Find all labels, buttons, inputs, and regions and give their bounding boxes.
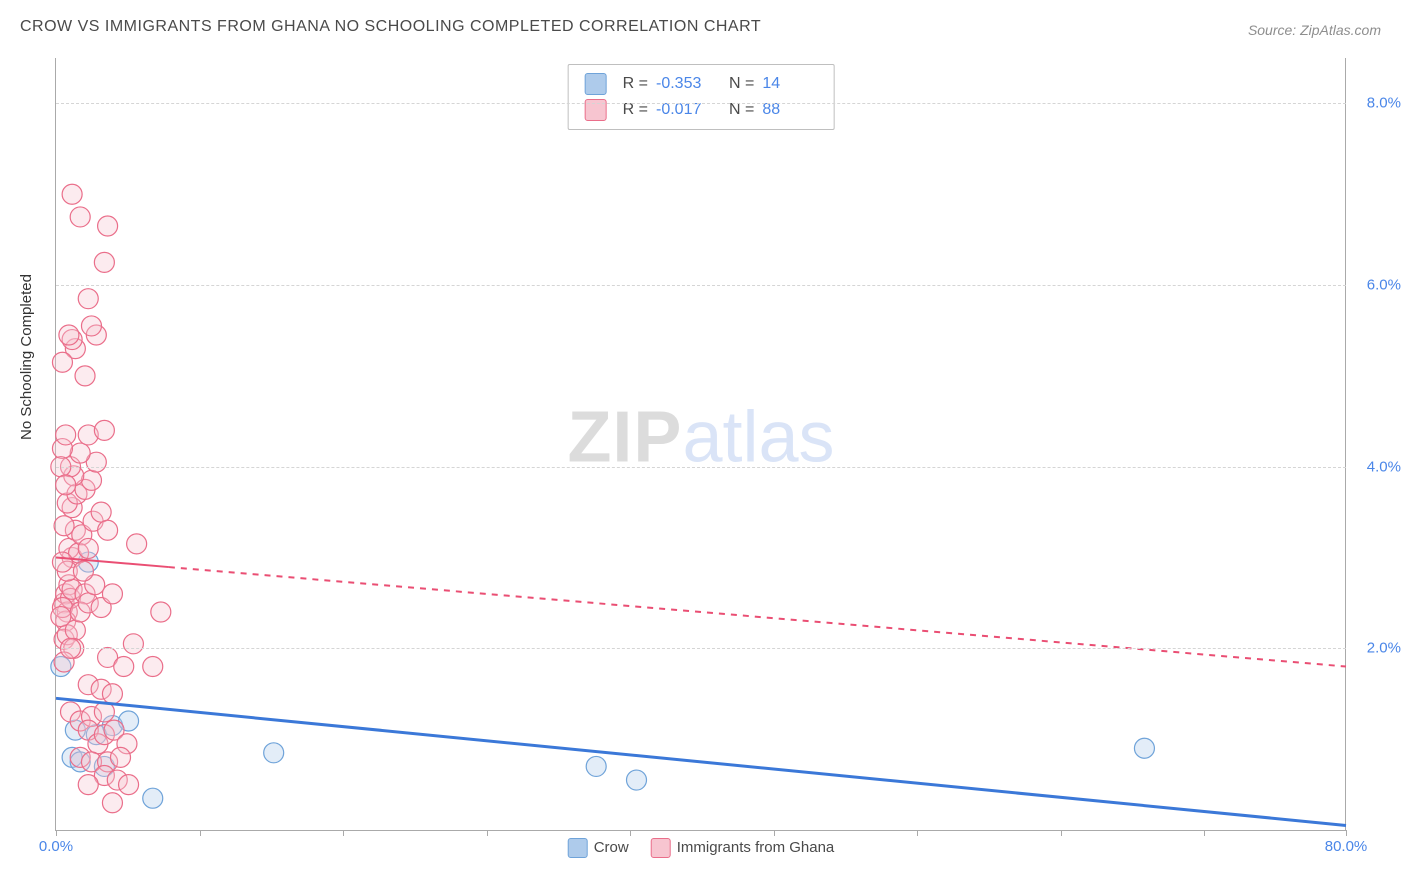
data-point: [114, 657, 134, 677]
data-point: [52, 552, 72, 572]
data-point: [627, 770, 647, 790]
gridline: [56, 467, 1346, 468]
data-point: [81, 316, 101, 336]
x-tick-label-right: 80.0%: [1325, 838, 1368, 855]
data-point: [70, 207, 90, 227]
data-point: [102, 684, 122, 704]
data-point: [52, 352, 72, 372]
x-tick-mark: [343, 830, 344, 836]
data-point: [59, 325, 79, 345]
x-tick-mark: [917, 830, 918, 836]
data-point: [119, 775, 139, 795]
y-tick-label: 4.0%: [1351, 458, 1401, 475]
x-tick-mark: [487, 830, 488, 836]
data-point: [98, 216, 118, 236]
data-point: [78, 775, 98, 795]
data-point: [264, 743, 284, 763]
data-point: [123, 634, 143, 654]
legend-marker-icon: [568, 838, 588, 858]
x-tick-mark: [1061, 830, 1062, 836]
chart-title: CROW VS IMMIGRANTS FROM GHANA NO SCHOOLI…: [20, 18, 761, 36]
data-point: [143, 657, 163, 677]
gridline: [56, 648, 1346, 649]
y-tick-label: 6.0%: [1351, 277, 1401, 294]
source-label: Source:: [1248, 22, 1300, 38]
data-point: [94, 420, 114, 440]
x-tick-mark: [630, 830, 631, 836]
chart-svg: [56, 58, 1346, 830]
data-point: [78, 289, 98, 309]
gridline: [56, 103, 1346, 104]
y-axis-label: No Schooling Completed: [18, 274, 35, 440]
data-point: [143, 788, 163, 808]
data-point: [56, 475, 76, 495]
data-point: [586, 756, 606, 776]
y-tick-label: 8.0%: [1351, 95, 1401, 112]
data-point: [54, 516, 74, 536]
x-tick-mark: [1346, 830, 1347, 836]
x-tick-mark: [774, 830, 775, 836]
data-point: [73, 561, 93, 581]
legend-marker-icon: [651, 838, 671, 858]
stats-legend-box: R = -0.353 N = 14 R = -0.017N = 88: [568, 64, 835, 130]
data-point: [75, 366, 95, 386]
stats-r-value: -0.353: [656, 75, 711, 93]
data-point: [151, 602, 171, 622]
x-tick-mark: [56, 830, 57, 836]
stats-marker-icon: [585, 73, 607, 95]
data-point: [1134, 738, 1154, 758]
data-point: [98, 520, 118, 540]
legend-label: Immigrants from Ghana: [677, 839, 835, 856]
legend-item: Immigrants from Ghana: [651, 838, 835, 858]
x-tick-mark: [1204, 830, 1205, 836]
source-attribution: Source: ZipAtlas.com: [1248, 22, 1381, 38]
stats-n-value: 14: [762, 75, 817, 93]
trend-line: [56, 698, 1346, 825]
data-point: [127, 534, 147, 554]
data-point: [70, 443, 90, 463]
source-link[interactable]: ZipAtlas.com: [1300, 22, 1381, 38]
trend-line-dashed: [169, 567, 1346, 666]
data-point: [91, 502, 111, 522]
x-tick-label-left: 0.0%: [39, 838, 73, 855]
data-point: [78, 538, 98, 558]
y-tick-label: 2.0%: [1351, 640, 1401, 657]
legend-label: Crow: [594, 839, 629, 856]
data-point: [102, 793, 122, 813]
x-tick-mark: [200, 830, 201, 836]
stats-row: R = -0.017N = 88: [585, 97, 818, 123]
data-point: [56, 425, 76, 445]
data-point: [81, 470, 101, 490]
gridline: [56, 285, 1346, 286]
data-point: [62, 184, 82, 204]
data-point: [102, 584, 122, 604]
data-point: [94, 252, 114, 272]
legend-item: Crow: [568, 838, 629, 858]
bottom-legend: Crow Immigrants from Ghana: [568, 838, 835, 858]
data-point: [111, 747, 131, 767]
stats-r-label: R =: [623, 75, 648, 93]
stats-marker-icon: [585, 99, 607, 121]
data-point: [51, 607, 71, 627]
stats-row: R = -0.353 N = 14: [585, 71, 818, 97]
stats-n-label: N =: [729, 75, 754, 93]
plot-area: ZIPatlas R = -0.353N = 14R = -0.017N = 8…: [55, 58, 1346, 831]
